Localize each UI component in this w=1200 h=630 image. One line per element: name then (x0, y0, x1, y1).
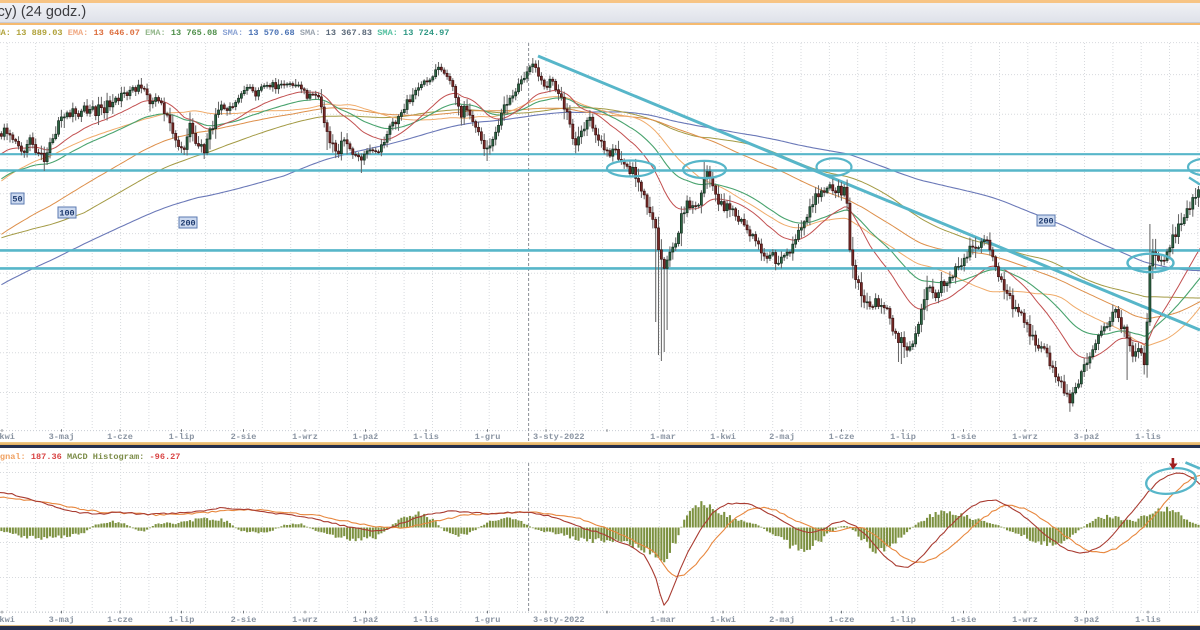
svg-text:100: 100 (59, 209, 74, 219)
svg-text:50: 50 (12, 195, 22, 205)
svg-text:200: 200 (180, 219, 195, 229)
svg-text:200: 200 (1038, 217, 1053, 227)
